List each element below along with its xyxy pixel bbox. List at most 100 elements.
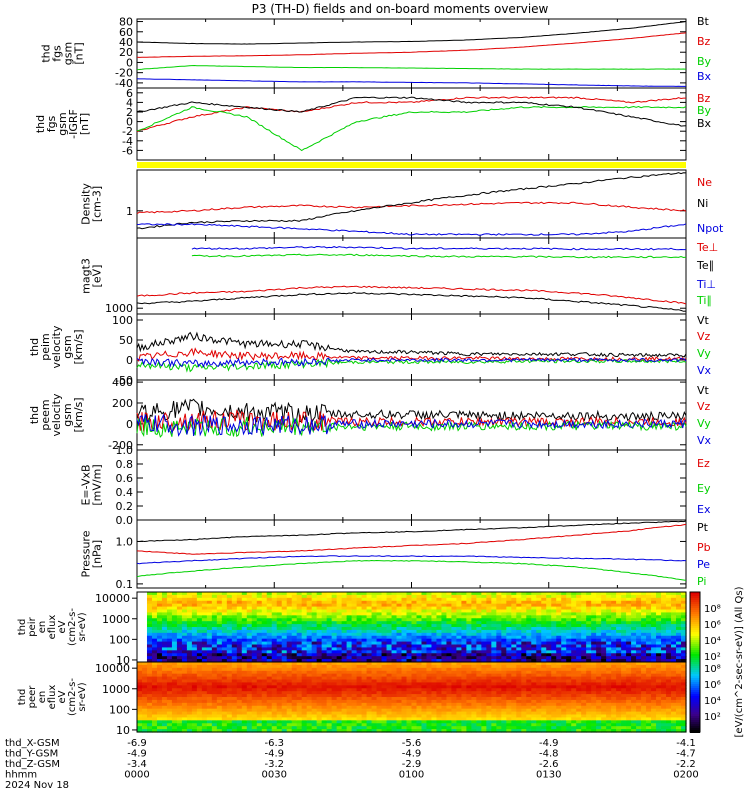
spectrogram-cell — [301, 717, 308, 721]
spectrogram-cell — [561, 594, 567, 599]
spectrogram-cell — [156, 650, 163, 654]
spectrogram-cell — [446, 600, 453, 605]
spectrogram-cell — [271, 653, 278, 657]
spectrogram-cell — [526, 594, 532, 599]
spectrogram-cell — [291, 691, 298, 695]
spectrogram-cell — [621, 659, 627, 663]
spectrogram-cell — [511, 711, 517, 716]
spectrogram-cell — [306, 618, 313, 622]
spectrogram-cell — [336, 708, 343, 713]
spectrogram-cell — [271, 615, 278, 619]
spectrogram-cell — [221, 720, 228, 724]
spectrogram-cell — [656, 609, 662, 614]
spectrogram-cell — [411, 635, 418, 640]
spectrogram-cell — [566, 647, 572, 651]
spectrogram-cell — [331, 632, 338, 637]
spectrogram-cell — [481, 688, 487, 692]
spectrogram-cell — [401, 629, 408, 634]
spectrogram-cell — [266, 708, 273, 713]
y-axis-label: thdpeimvelocitygsm[km/s] — [28, 325, 85, 368]
spectrogram-cell — [616, 653, 622, 657]
spectrogram-cell — [391, 662, 398, 666]
spectrogram-cell — [226, 624, 233, 628]
spectrogram-cell — [396, 621, 403, 625]
spectrogram-cell — [161, 641, 168, 646]
spectrogram-cell — [336, 673, 343, 678]
spectrogram-cell — [146, 705, 153, 710]
spectrogram-cell — [201, 635, 208, 640]
spectrogram-cell — [481, 717, 487, 721]
spectrogram-cell — [151, 685, 158, 689]
spectrogram-cell — [531, 723, 537, 727]
spectrogram-cell — [221, 632, 228, 637]
spectrogram-cell — [236, 688, 243, 692]
spectrogram-cell — [236, 676, 243, 681]
spectrogram-cell — [236, 624, 243, 628]
spectrogram-cell — [501, 685, 507, 689]
spectrogram-cell — [311, 670, 318, 675]
spectrogram-cell — [206, 635, 213, 640]
spectrogram-cell — [356, 726, 363, 730]
spectrogram-cell — [346, 679, 353, 684]
spectrogram-cell — [671, 638, 677, 643]
spectrogram-cell — [646, 644, 652, 649]
spectrogram-cell — [416, 714, 423, 719]
spectrogram-cell — [476, 702, 482, 707]
spectrogram-cell — [611, 609, 617, 614]
spectrogram-cell — [381, 618, 388, 622]
spectrogram-cell — [651, 632, 657, 637]
spectrogram-cell — [171, 705, 178, 710]
spectrogram-cell — [531, 609, 537, 614]
spectrogram-cell — [421, 597, 428, 602]
spectrogram-cell — [386, 676, 393, 681]
spectrogram-cell — [271, 670, 278, 675]
spectrogram-cell — [596, 615, 602, 619]
spectrogram-cell — [201, 621, 208, 625]
spectrogram-cell — [181, 714, 188, 719]
spectrogram-cell — [236, 717, 243, 721]
spectrogram-cell — [156, 726, 163, 730]
spectrogram-cell — [346, 653, 353, 657]
spectrogram-cell — [586, 647, 592, 651]
spectrogram-cell — [156, 621, 163, 625]
spectrogram-cell — [226, 679, 233, 684]
spectrogram-cell — [196, 697, 203, 701]
spectrogram-cell — [466, 597, 472, 602]
spectrogram-cell — [331, 606, 338, 611]
spectrogram-cell — [271, 603, 278, 608]
spectrogram-cell — [501, 723, 507, 727]
spectrogram-cell — [231, 711, 238, 716]
spectrogram-cell — [631, 603, 637, 608]
spectrogram-cell — [421, 650, 428, 654]
spectrogram-cell — [481, 644, 487, 649]
spectrogram-cell — [291, 702, 298, 707]
spectrogram-cell — [661, 594, 667, 599]
spectrogram-cell — [286, 647, 293, 651]
spectrogram-cell — [646, 627, 652, 631]
spectrogram-cell — [351, 638, 358, 643]
spectrogram-cell — [506, 673, 512, 678]
spectrogram-cell — [251, 702, 258, 707]
spectrogram-cell — [466, 650, 472, 654]
spectrogram-cell — [426, 653, 433, 657]
spectrogram-cell — [486, 711, 492, 716]
spectrogram-cell — [571, 609, 577, 614]
spectrogram-cell — [506, 714, 512, 719]
spectrogram-cell — [176, 667, 183, 672]
spectrogram-cell — [376, 682, 383, 686]
spectrogram-cell — [506, 694, 512, 698]
spectrogram-cell — [601, 621, 607, 625]
spectrogram-cell — [451, 621, 458, 625]
spectrogram-cell — [436, 594, 443, 599]
spectrogram-cell — [466, 697, 472, 701]
spectrogram-cell — [206, 720, 213, 724]
spectrogram-cell — [416, 726, 423, 730]
spectrogram-cell — [306, 691, 313, 695]
spectrogram-cell — [256, 705, 263, 710]
spectrogram-cell — [391, 697, 398, 701]
spectrogram-cell — [246, 723, 253, 727]
spectrogram-cell — [346, 603, 353, 608]
spectrogram-cell — [486, 667, 492, 672]
spectrogram-cell — [411, 726, 418, 730]
